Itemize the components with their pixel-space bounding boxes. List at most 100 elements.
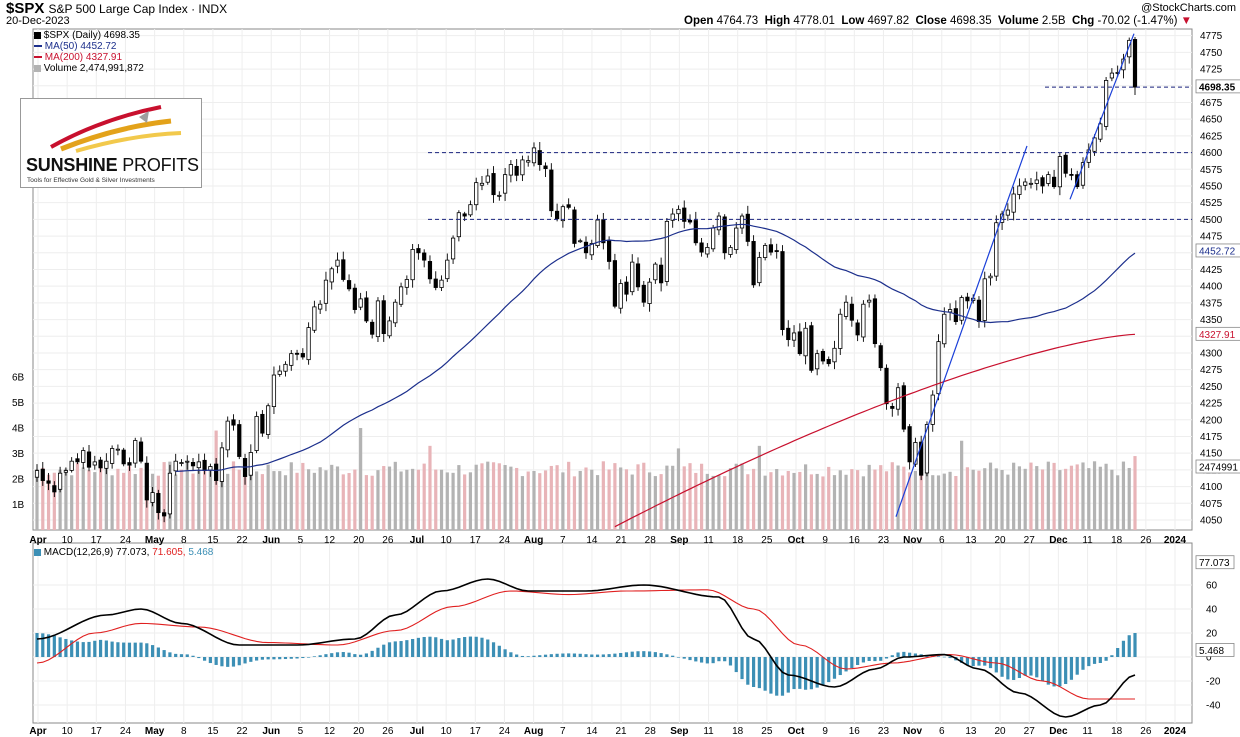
candle [745,213,750,242]
macd-hist-bar [35,633,39,657]
volume-bar [699,463,704,530]
candle-icon [34,31,41,39]
macd-hist-bar [353,654,357,657]
volume-bar [1000,470,1004,530]
macd-hist-bar [1023,657,1027,676]
macd-hist-bar [416,637,421,657]
candle [335,259,340,267]
x-tick-label: Sep [670,535,688,546]
candle [930,394,935,425]
candle [341,259,346,280]
candle [1132,39,1138,88]
volume-value: 2.5B [1041,15,1066,27]
x-tick-label: 9 [822,726,828,737]
macd-hist-bar [272,657,276,660]
macd-signal: 71.605, [152,547,186,558]
volume-bar [746,474,750,530]
macd-hist-bar [659,653,663,657]
candle [595,219,600,247]
macd-hist-bar [642,651,646,657]
candle [670,213,675,221]
candle [497,194,502,197]
macd-hist-bar [526,656,530,657]
volume-bar [98,464,103,530]
candle [502,174,508,194]
macd-hist-bar [665,654,669,657]
volume-y-tick-label: 4B [12,424,25,435]
candle [138,441,144,462]
x-tick-label: 18 [1111,726,1123,737]
volume-bar [359,428,363,530]
volume-bar [873,469,877,530]
macd-hist-bar [1075,657,1079,675]
volume-bar [659,474,663,530]
macd-hist-bar [804,657,808,690]
volume-bar [70,475,74,530]
volume-bar [543,470,548,530]
volume-bar [809,474,813,530]
candle [1028,182,1034,185]
volume-bar [93,472,97,530]
volume-bar [122,472,126,530]
volume-bar [723,476,727,530]
candle [127,462,132,466]
candle [318,303,323,310]
candle [768,244,774,253]
candle [664,220,670,282]
high-value: 4778.01 [793,15,835,27]
volume-bar [1052,462,1056,530]
chart-ticker: $SPX S&P 500 Large Cap Index · INDX [6,0,227,17]
volume-bar [370,475,374,530]
macd-hist-bar [202,657,207,661]
volume-bar [567,461,571,530]
macd-hist-bar [480,637,484,657]
macd-hist-bar [324,654,328,657]
macd-hist-bar [590,654,594,657]
price-y-tick-label: 4650 [1200,115,1223,126]
macd-hist-bar [486,639,490,657]
open-value: 4764.73 [716,15,759,27]
volume-bar [110,475,114,530]
x-tick-label: 18 [1111,535,1123,546]
volume-bar [318,467,322,530]
macd-hist-bar [815,657,819,688]
candle [225,420,230,451]
volume-bar [191,473,195,530]
candle [855,322,860,336]
x-tick-label: Jun [262,726,280,737]
volume-bar [468,472,473,530]
volume-bar [682,466,686,530]
volume-bar [780,475,785,530]
volume-bar [908,472,912,530]
macd-hist-bar [110,641,114,657]
x-tick-label: 17 [470,535,482,546]
candle [924,424,930,474]
candle [69,460,74,471]
x-tick-label: 22 [237,535,249,546]
volume-bar [422,463,426,530]
macd-hist-bar [318,655,322,657]
candle [1063,154,1068,174]
macd-hist-bar [746,657,750,685]
x-tick-label: 16 [849,535,861,546]
volume-bar [266,464,270,530]
x-tick-label: Dec [1049,535,1068,546]
macd-hist-bar [463,637,467,657]
volume-bar [769,472,773,530]
stockcharts-brand[interactable]: @StockCharts.com [1141,2,1236,14]
volume-bar [1098,466,1102,530]
volume-bar [821,476,825,530]
macd-y-tick-label: 0 [1206,653,1212,664]
volume-bar [486,461,490,530]
macd-hist-bar [191,655,195,657]
macd-hist-bar [1058,657,1062,687]
volume-bar [330,464,334,530]
macd-hist-bar [347,652,351,657]
macd-hist-bar [168,652,172,657]
candle [913,442,918,465]
macd-hist-bar [971,657,975,667]
macd-hist-bar [1069,657,1074,680]
volume-label-box [1195,459,1240,474]
candle [884,367,889,405]
candle [40,468,45,481]
